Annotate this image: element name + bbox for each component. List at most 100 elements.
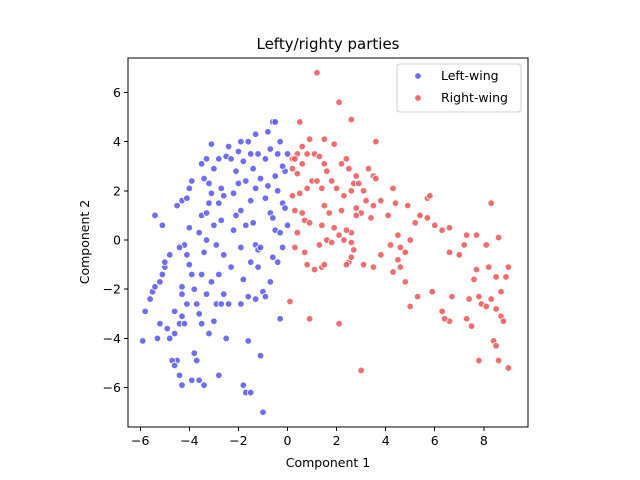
data-point [146,295,154,303]
data-point [369,201,378,210]
series-right-wing [286,69,513,375]
data-point [227,155,235,163]
data-point [487,295,495,303]
data-point [193,356,201,365]
data-point [389,268,397,276]
data-point [197,270,206,279]
data-point [377,251,385,259]
x-axis-ticks: −6 −4 −2 0 2 4 6 8 [131,427,488,448]
data-point [202,236,211,244]
data-point [153,334,162,343]
data-point [276,137,284,146]
data-point [246,388,255,397]
y-tick-label: −2 [103,282,121,297]
data-point [347,115,356,124]
data-point [455,251,463,259]
data-point [178,283,186,291]
data-point [222,334,230,343]
data-point [485,263,493,271]
points-layer [139,69,513,416]
y-tick-label: −4 [103,331,121,346]
data-point [210,164,218,173]
data-point [158,221,167,229]
data-point [320,135,329,143]
data-point [487,199,495,207]
data-point [202,290,211,298]
data-point [448,292,456,301]
data-point [347,238,356,247]
legend-marker-left-wing [414,72,422,80]
x-tick-label: −2 [229,433,247,448]
data-point [438,307,446,316]
data-point [293,228,302,237]
data-point [224,142,233,151]
data-point [337,160,346,168]
data-point [502,273,510,281]
data-point [320,201,329,210]
data-point [200,248,208,257]
data-point [404,201,412,210]
data-point [254,150,262,158]
data-point [266,278,275,286]
data-point [237,300,245,308]
data-point [141,307,149,316]
data-point [291,243,299,252]
data-point [185,224,194,232]
data-point [504,364,513,372]
data-point [298,160,306,168]
data-point [445,248,454,257]
data-point [327,238,336,247]
data-point [158,270,167,279]
data-point [185,260,194,269]
data-point [166,251,174,259]
data-point [205,329,213,338]
data-point [215,199,223,207]
legend-marker-right-wing [414,94,422,102]
data-point [264,128,272,136]
data-point [394,256,402,264]
data-point [386,241,395,249]
data-point [220,251,228,259]
data-point [195,228,203,237]
data-point [215,371,223,380]
data-point [440,315,449,323]
data-point [330,140,338,148]
data-point [345,164,353,173]
data-point [340,236,348,244]
data-point [239,275,248,284]
data-point [170,329,179,338]
data-point [244,337,252,345]
data-point [475,356,483,365]
data-point [269,214,277,222]
data-point [151,211,159,220]
data-point [269,253,277,261]
data-point [175,371,184,380]
data-point [242,177,250,185]
data-point [156,278,164,286]
data-point [261,194,270,202]
data-point [372,137,380,146]
data-point [202,209,211,217]
plot-area-frame [127,57,529,428]
data-point [416,211,424,220]
data-point [320,260,329,269]
data-point [494,356,503,365]
x-tick-label: 2 [333,433,341,448]
data-point [180,319,189,328]
data-point [185,184,194,193]
data-point [335,319,343,328]
data-point [300,248,309,257]
data-point [178,290,186,298]
data-point [246,150,255,158]
data-point [492,342,500,350]
data-point [347,253,356,261]
data-point [342,260,351,269]
data-point [173,201,181,210]
data-point [482,241,490,249]
x-tick-label: 8 [480,433,488,448]
data-point [273,187,282,195]
data-point [200,174,208,183]
data-point [170,307,179,316]
data-point [163,324,171,333]
